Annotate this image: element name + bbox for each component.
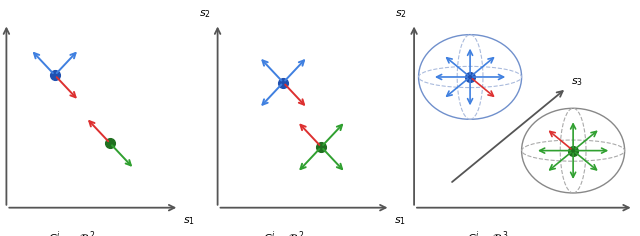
Text: $s_1$: $s_1$ bbox=[182, 215, 195, 227]
Text: $s_2$: $s_2$ bbox=[199, 8, 211, 20]
Text: $C^{i}_{RO}\epsilon\mathcal{R}^{3}$: $C^{i}_{RO}\epsilon\mathcal{R}^{3}$ bbox=[467, 230, 509, 236]
Text: $s_3$: $s_3$ bbox=[571, 76, 583, 88]
Text: $C^{i}_{RO}\epsilon\mathcal{R}^{2}$: $C^{i}_{RO}\epsilon\mathcal{R}^{2}$ bbox=[262, 230, 304, 236]
Text: $s_2$: $s_2$ bbox=[396, 8, 408, 20]
Text: $C^{i}_{1ofK}\epsilon\mathcal{R}^{2}$: $C^{i}_{1ofK}\epsilon\mathcal{R}^{2}$ bbox=[49, 230, 96, 236]
Text: $s_1$: $s_1$ bbox=[394, 215, 406, 227]
